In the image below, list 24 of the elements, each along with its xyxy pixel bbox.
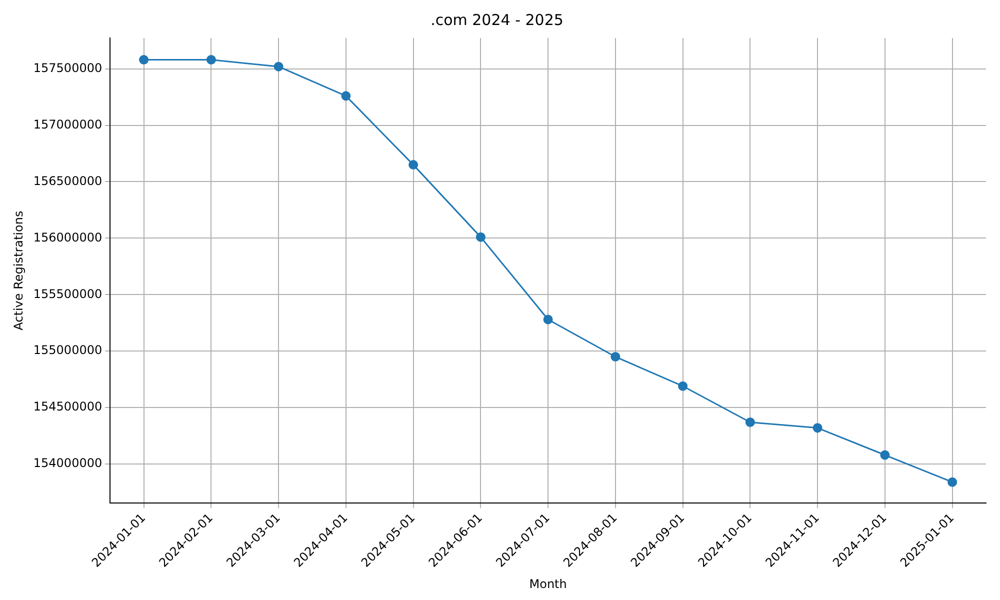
point [678, 381, 688, 391]
x-axis-title: Month [529, 576, 567, 591]
point [948, 477, 958, 487]
point [812, 423, 822, 433]
point [745, 418, 755, 428]
point [543, 314, 553, 324]
point [610, 352, 620, 362]
y-tick-label: 154000000 [33, 456, 102, 470]
y-tick-label: 156000000 [33, 230, 102, 244]
point [206, 55, 216, 65]
point [880, 450, 890, 460]
y-tick-label: 155000000 [33, 343, 102, 358]
point [476, 232, 486, 242]
point [274, 62, 284, 72]
y-tick-label: 156500000 [33, 174, 102, 188]
y-tick-label: 157500000 [33, 60, 102, 75]
point [341, 91, 351, 101]
y-axis-title: Active Registrations [11, 210, 26, 330]
chart-title: .com 2024 - 2025 [430, 10, 564, 29]
y-tick-label: 157000000 [33, 117, 102, 132]
y-tick-label: 154500000 [33, 400, 102, 414]
point [408, 160, 418, 170]
y-tick-label: 155500000 [33, 286, 102, 301]
point [139, 55, 149, 65]
